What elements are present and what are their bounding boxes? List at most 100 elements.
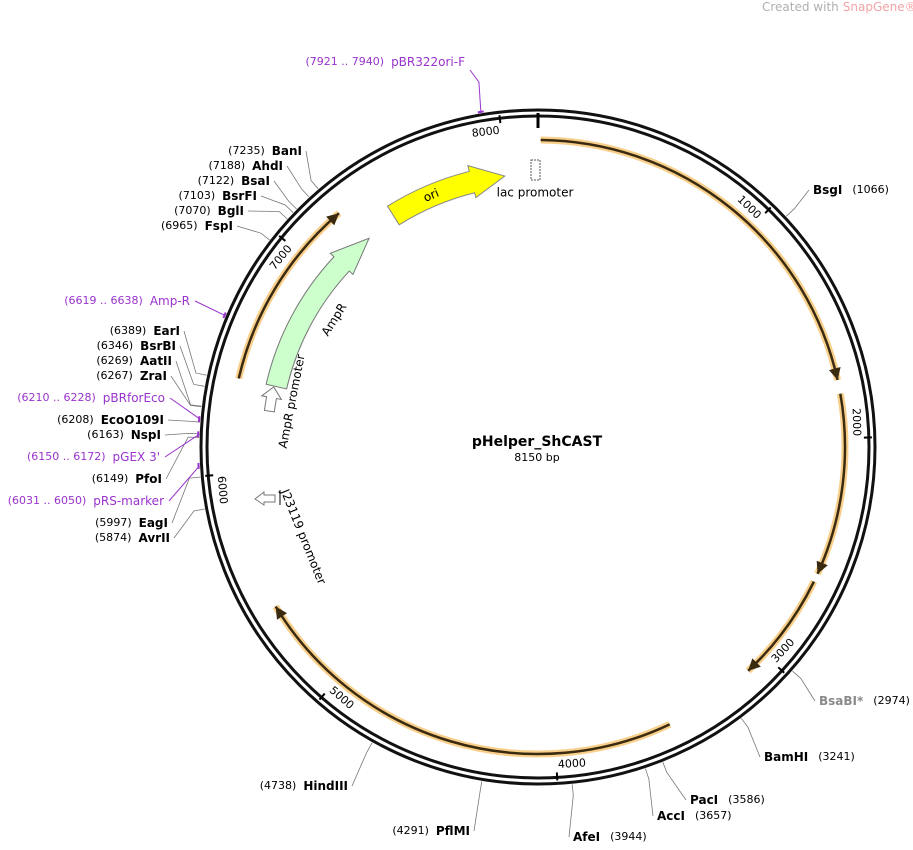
site-position: (4738) — [260, 779, 297, 792]
site-label: (4291) PflMI — [392, 824, 470, 838]
primer-mark — [223, 313, 225, 318]
site-leader — [168, 420, 200, 422]
site-position: (7188) — [209, 159, 246, 172]
site-name: EagI — [139, 516, 168, 530]
primer-leader — [169, 466, 200, 501]
site-leader — [174, 509, 205, 538]
site-position: (6965) — [161, 219, 198, 232]
primer-range: (6210 .. 6228) — [17, 391, 96, 404]
site-position: (6208) — [57, 413, 94, 426]
site-name: BsaI — [241, 174, 270, 188]
site-label: (6149)PfoI — [92, 472, 162, 486]
tick-label: 2000 — [850, 408, 864, 436]
site-position: (4291) — [392, 824, 429, 837]
site-label: (5874) AvrII — [95, 531, 170, 545]
site-position: (6389) — [110, 324, 147, 337]
site-label: AfeI (3944) — [573, 830, 647, 844]
primer-label: (7921 .. 7940) pBR322ori-F — [306, 55, 466, 69]
site-position: (5874) — [95, 531, 132, 544]
site-name: BamHI — [764, 750, 808, 764]
site-leader — [287, 166, 309, 197]
primer-leader — [170, 398, 200, 419]
site-label: BamHI(3241) — [764, 750, 855, 764]
site-name: AfeI — [573, 830, 600, 844]
site-leader — [474, 781, 482, 831]
site-leader — [663, 762, 686, 800]
site-position: (7103) — [179, 189, 216, 202]
watermark-prefix: Created with — [762, 0, 839, 14]
primer-leader — [470, 70, 481, 113]
site-label: (4738) HindIII — [260, 779, 348, 793]
site-leader — [172, 477, 200, 523]
site-leader — [165, 433, 199, 435]
primer-range: (6031 .. 6050) — [8, 494, 87, 507]
site-leader — [786, 190, 809, 216]
site-name: BsrBI — [140, 339, 176, 353]
site-name: BsaBI* — [819, 694, 864, 708]
site-position: (3944) — [610, 830, 647, 843]
primer-range: (6619 .. 6638) — [64, 294, 143, 307]
site-leader — [261, 196, 293, 213]
primer-name: Amp-R — [150, 294, 190, 308]
feature-label: J23119 promoter — [278, 486, 329, 586]
watermark-brand: SnapGene® — [843, 0, 913, 14]
site-leader — [248, 211, 287, 219]
tick-label: 6000 — [215, 476, 230, 505]
site-name: PflMI — [436, 824, 470, 838]
site-label: (6269)AatII — [96, 354, 172, 368]
site-name: FspI — [205, 219, 233, 233]
site-leader — [792, 671, 815, 701]
site-leader — [237, 226, 270, 240]
feature-lac-promoter — [531, 160, 540, 180]
site-leader — [645, 769, 653, 816]
site-label: (7070)BglI — [174, 204, 244, 218]
feature-ampr-promoter — [262, 387, 282, 412]
site-label: (6208)EcoO109I — [57, 413, 164, 427]
site-name: NspI — [131, 428, 161, 442]
site-name: BsrFI — [222, 189, 257, 203]
orf-halo — [818, 394, 845, 574]
site-position: (6163) — [87, 428, 124, 441]
site-label: (6389) EarI — [110, 324, 180, 338]
feature-label: lac promoter — [497, 186, 574, 200]
site-position: (1066) — [852, 183, 889, 196]
site-leader — [352, 743, 372, 786]
site-position: (3586) — [728, 793, 765, 806]
site-label: PacI (3586) — [690, 793, 765, 807]
site-position: (6346) — [97, 339, 134, 352]
site-position: (7122) — [198, 174, 235, 187]
site-label: BsaBI*(2974) — [819, 694, 910, 708]
site-name: HindIII — [303, 779, 348, 793]
site-label: (7122) BsaI — [198, 174, 270, 188]
tick-label: 4000 — [558, 756, 587, 771]
site-name: PacI — [690, 793, 718, 807]
site-label: (6267)ZraI — [96, 369, 167, 383]
tick-label: 8000 — [471, 124, 500, 140]
primer-name: pRS-marker — [93, 494, 164, 508]
site-position: (3657) — [695, 809, 732, 822]
primer-leader — [195, 301, 225, 316]
site-position: (5997) — [95, 516, 132, 529]
primer-label: (6031 .. 6050) pRS-marker — [8, 494, 164, 508]
site-position: (6269) — [96, 354, 133, 367]
site-label: (7235)BanI — [228, 144, 302, 158]
primer-label: (6210 .. 6228)pBRforEco — [17, 391, 165, 405]
site-leader — [176, 361, 201, 406]
site-leader — [180, 346, 204, 386]
site-name: AvrII — [138, 531, 170, 545]
site-label: (7188) AhdI — [209, 159, 283, 173]
site-position: (6149) — [92, 472, 129, 485]
primer-name: pBR322ori-F — [391, 55, 465, 69]
primer-range: (7921 .. 7940) — [306, 55, 385, 68]
site-leader — [184, 331, 207, 375]
plasmid-length: 8150 bp — [514, 451, 559, 464]
site-label: (6965) FspI — [161, 219, 233, 233]
site-label: (7103) BsrFI — [179, 189, 257, 203]
site-label: (6163) NspI — [87, 428, 161, 442]
tick-mark — [499, 115, 500, 123]
feature-j23119 — [255, 492, 275, 505]
site-name: EarI — [153, 324, 180, 338]
site-name: AhdI — [252, 159, 283, 173]
site-name: BsgI — [813, 183, 842, 197]
